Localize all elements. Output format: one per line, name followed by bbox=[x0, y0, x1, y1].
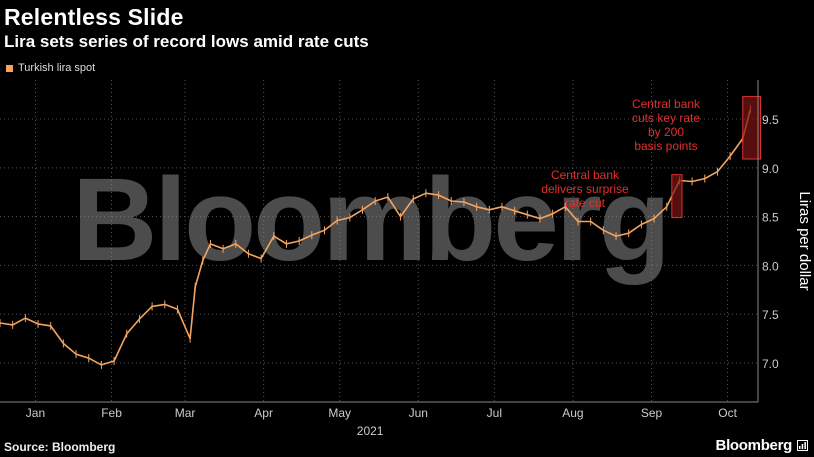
watermark: Bloomberg bbox=[72, 154, 668, 286]
x-tick-label: Jul bbox=[487, 406, 502, 420]
annotation-box-200bp-cut bbox=[742, 96, 762, 160]
annotation-label-200bp-cut: basis points bbox=[634, 139, 697, 153]
brand-logo: Bloomberg bbox=[715, 437, 793, 454]
y-tick-label: 8.0 bbox=[762, 259, 779, 273]
legend-label: Turkish lira spot bbox=[18, 62, 96, 74]
x-tick-label: Feb bbox=[101, 406, 122, 420]
annotation-label-surprise-cut: Central bank bbox=[551, 168, 620, 182]
x-tick-label: Mar bbox=[175, 406, 196, 420]
legend-swatch bbox=[6, 64, 13, 72]
x-tick-label: Apr bbox=[254, 406, 273, 420]
chart-window-icon bbox=[797, 440, 808, 451]
y-tick-label: 7.5 bbox=[762, 308, 779, 322]
y-tick-label: 8.5 bbox=[762, 211, 779, 225]
x-tick-label: Jan bbox=[26, 406, 45, 420]
chart-subtitle: Lira sets series of record lows amid rat… bbox=[4, 32, 369, 51]
x-tick-label: May bbox=[328, 406, 351, 420]
x-tick-label: Jun bbox=[409, 406, 428, 420]
annotation-label-surprise-cut: delivers surprise bbox=[541, 182, 629, 196]
y-tick-label: 7.0 bbox=[762, 357, 779, 371]
source-note: Source: Bloomberg bbox=[4, 440, 116, 454]
x-tick-label: Aug bbox=[562, 406, 583, 420]
annotation-label-surprise-cut: rate cut bbox=[565, 196, 606, 210]
annotation-label-200bp-cut: Central bank bbox=[632, 97, 701, 111]
annotation-label-200bp-cut: by 200 bbox=[648, 125, 684, 139]
chart-title: Relentless Slide bbox=[4, 4, 184, 30]
x-axis-year-label: 2021 bbox=[357, 424, 384, 438]
series-line-turkish-lira-spot bbox=[0, 109, 752, 366]
annotation-box-surprise-cut bbox=[671, 174, 683, 219]
x-tick-label: Sep bbox=[641, 406, 663, 420]
x-tick-label: Oct bbox=[718, 406, 737, 420]
legend: Turkish lira spot bbox=[6, 62, 95, 74]
annotation-label-200bp-cut: cuts key rate bbox=[632, 111, 700, 125]
y-tick-label: 9.5 bbox=[762, 113, 779, 127]
y-tick-label: 9.0 bbox=[762, 162, 779, 176]
y-axis-label: Liras per dollar bbox=[796, 191, 813, 290]
